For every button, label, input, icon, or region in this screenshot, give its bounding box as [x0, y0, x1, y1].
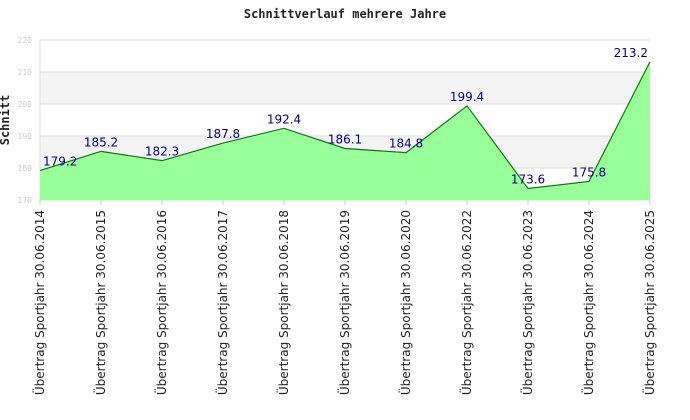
y-tick-label: 180: [18, 164, 33, 173]
data-label: 213.2: [614, 46, 648, 60]
x-tick-label: Übertrag Sportjahr 30.06.2020: [397, 210, 413, 395]
grid-band: [40, 72, 650, 104]
data-label: 182.3: [145, 145, 179, 159]
y-tick-label: 190: [18, 132, 33, 141]
y-tick-label: 210: [18, 68, 33, 77]
x-tick-label: Übertrag Sportjahr 30.06.2019: [336, 210, 352, 395]
series-line: [39, 61, 651, 190]
area-fill: [40, 61, 650, 201]
chart-title: Schnittverlauf mehrere Jahre: [244, 7, 446, 21]
y-tick-label: 200: [18, 100, 33, 109]
data-label: 175.8: [572, 165, 606, 179]
y-tick-label: 170: [18, 196, 33, 205]
y-tick-label: 220: [18, 36, 33, 45]
x-tick-label: Übertrag Sportjahr 30.06.2018: [275, 210, 291, 395]
data-label: 179.2: [43, 155, 77, 169]
x-tick-label: Übertrag Sportjahr 30.06.2025: [641, 210, 657, 395]
x-tick-label: Übertrag Sportjahr 30.06.2024: [580, 210, 596, 395]
data-label: 192.4: [267, 112, 301, 126]
x-tick-label: Übertrag Sportjahr 30.06.2023: [519, 210, 535, 395]
x-tick-label: Übertrag Sportjahr 30.06.2014: [31, 210, 47, 395]
x-tick-label: Übertrag Sportjahr 30.06.2017: [214, 210, 230, 395]
data-label: 184.8: [389, 137, 423, 151]
data-label: 186.1: [328, 132, 362, 146]
y-axis-label: Schnitt: [0, 95, 12, 146]
data-label: 199.4: [450, 90, 484, 104]
grid-band: [40, 104, 650, 136]
data-label: 185.2: [84, 135, 118, 149]
grid-band: [40, 40, 650, 72]
x-tick-label: Übertrag Sportjahr 30.06.2022: [458, 210, 474, 395]
data-label: 187.8: [206, 127, 240, 141]
x-tick-label: Übertrag Sportjahr 30.06.2015: [92, 210, 108, 395]
data-label: 173.6: [511, 172, 545, 186]
x-tick-label: Übertrag Sportjahr 30.06.2016: [153, 210, 169, 395]
